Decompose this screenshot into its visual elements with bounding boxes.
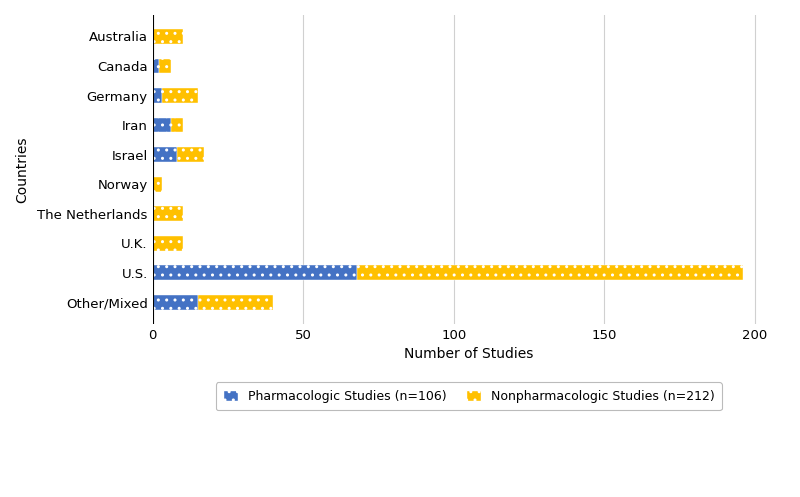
- Bar: [153, 59, 158, 74]
- Bar: [153, 118, 170, 132]
- Bar: [158, 59, 170, 74]
- Bar: [170, 118, 182, 132]
- Bar: [153, 147, 177, 162]
- Bar: [153, 88, 162, 103]
- Bar: [358, 265, 743, 280]
- Bar: [153, 29, 182, 44]
- Bar: [177, 147, 204, 162]
- Bar: [198, 295, 273, 310]
- Bar: [153, 295, 198, 310]
- Y-axis label: Countries: Countries: [15, 136, 29, 203]
- X-axis label: Number of Studies: Number of Studies: [404, 347, 534, 361]
- Bar: [153, 177, 162, 191]
- Bar: [153, 206, 182, 221]
- Bar: [153, 265, 358, 280]
- Legend: Pharmacologic Studies (n=106), Nonpharmacologic Studies (n=212): Pharmacologic Studies (n=106), Nonpharma…: [216, 382, 722, 410]
- Bar: [162, 88, 198, 103]
- Bar: [153, 236, 182, 250]
